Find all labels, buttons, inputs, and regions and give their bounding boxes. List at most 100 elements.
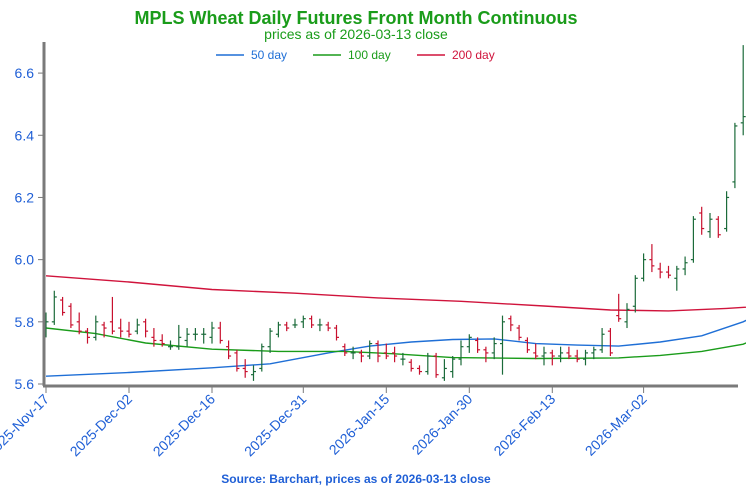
legend-label-200-day: 200 day [452,48,495,62]
legend-label-50-day: 50 day [251,48,287,62]
ohlc-bar [309,315,315,329]
ohlc-bars [43,45,746,381]
y-tick-label: 6.6 [15,65,35,81]
ohlc-bar [732,122,738,189]
ohlc-bar [508,315,514,332]
legend-label-100-day: 100 day [348,48,391,62]
ohlc-bar [500,315,505,375]
ohlc-bar [616,293,622,322]
source-note: Source: Barchart, prices as of 2026-03-1… [221,472,491,486]
ohlc-bar [657,262,663,279]
ohlc-bar [533,343,539,360]
ohlc-bar [76,312,82,335]
ohlc-bar [682,256,688,276]
ohlc-bar [566,346,572,360]
ohlc-bar [450,356,456,378]
x-ticks: 2025-Nov-17 2025-Dec-02 2025-Dec-16 2025-De… [0,386,650,459]
series-line-100-day [45,327,746,360]
chart-title: MPLS Wheat Daily Futures Front Month Con… [135,8,578,28]
ohlc-bar [400,352,406,366]
x-tick-label: 2025-Dec-02 [67,391,136,460]
ohlc-bar [284,321,290,332]
ohlc-bar [491,337,497,360]
ohlc-bar [541,346,547,366]
ohlc-bar [60,296,66,316]
ohlc-bar [176,324,182,350]
ohlc-bar [275,321,281,338]
ohlc-bar [375,340,381,363]
ohlc-bar [226,340,232,360]
x-tick-label: 2026-Jan-30 [409,391,476,458]
y-tick-label: 5.6 [15,376,35,392]
x-tick-label: 2026-Jan-15 [326,391,393,458]
ohlc-bar [558,346,564,363]
ohlc-bar [715,216,721,238]
series-line-200-day [45,275,746,312]
ohlc-bar [350,346,356,360]
ohlc-bar [184,328,190,347]
ohlc-bar [417,365,422,375]
ohlc-bar [699,206,705,235]
ohlc-bar [217,321,223,344]
ohlc-bar [475,337,481,353]
y-ticks: 5.6 5.8 6.0 6.2 6.4 6.6 [15,65,44,392]
ohlc-bar [549,349,555,366]
y-tick-label: 5.8 [15,314,35,330]
ohlc-bar [599,328,605,353]
ohlc-bar [134,318,140,335]
ohlc-bar [68,303,74,329]
ohlc-bar [209,321,215,344]
ohlc-bar [425,352,431,375]
ohlc-bar [325,321,331,332]
ohlc-bar [126,321,132,338]
ohlc-bar [93,315,99,341]
ohlc-bar [641,253,647,282]
ohlc-bar [159,334,165,347]
ohlc-bar [707,213,713,238]
ohlc-bar [740,45,746,136]
ohlc-bar [292,318,298,329]
y-tick-label: 6.4 [15,127,35,143]
ohlc-bar [118,318,124,338]
x-tick-label: 2025-Dec-31 [241,391,310,460]
ohlc-bar [583,349,588,366]
ohlc-bar [392,346,398,363]
legend: 50 day 100 day 200 day [216,48,495,62]
x-tick-label: 2026-Mar-02 [582,391,650,459]
ohlc-bar [441,359,447,381]
ohlc-bar [624,303,630,329]
ohlc-bar [317,318,323,332]
ohlc-bar [300,315,306,329]
ohlc-bar [574,349,580,363]
ohlc-bar [649,244,655,273]
ohlc-bar [259,343,265,372]
ohlc-bar [358,349,364,363]
x-tick-label: 2026-Feb-13 [490,391,558,459]
ohlc-bar [433,352,439,378]
ohlc-bar [674,265,680,291]
ohlc-bar [201,328,207,344]
ohlc-bar [724,191,730,232]
ohlc-bar [483,346,489,363]
ohlc-bar [591,346,597,360]
ohlc-bar [242,359,248,378]
x-tick-label: 2025-Nov-17 [0,391,52,460]
x-tick-label: 2025-Dec-16 [150,391,219,460]
ohlc-bar [101,321,107,338]
ohlc-bar [367,340,373,360]
ohlc-bar [383,343,389,360]
ohlc-bar [51,290,57,325]
ohlc-bar [458,340,464,366]
ohlc-bar [666,265,671,279]
ohlc-bar [408,359,414,372]
ohlc-bar [151,328,157,347]
y-tick-label: 6.0 [15,252,35,268]
ohlc-bar [192,328,198,341]
ohlc-bar [632,275,638,313]
ohlc-bar [690,216,696,263]
ohlc-bar [267,328,273,353]
ohlc-bar [143,318,149,338]
series-line-50-day [45,319,746,377]
ohlc-bar [466,334,472,353]
chart-subtitle: prices as of 2026-03-13 close [264,26,448,42]
